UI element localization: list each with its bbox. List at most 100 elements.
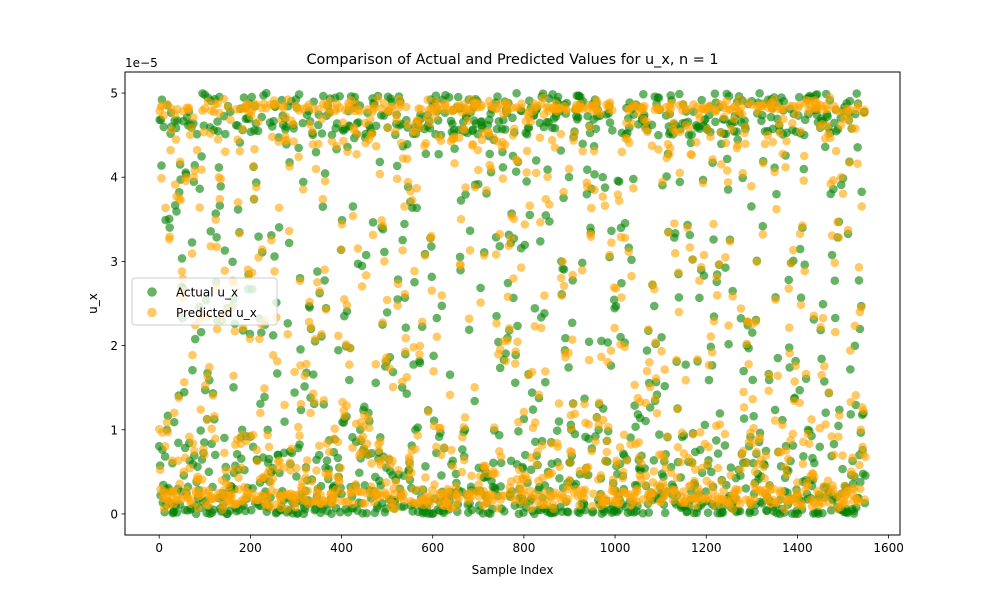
point-predicted xyxy=(501,356,510,366)
point-actual xyxy=(620,218,630,228)
point-actual xyxy=(495,241,505,251)
point-actual xyxy=(735,506,745,516)
point-predicted xyxy=(798,459,808,469)
point-predicted xyxy=(509,274,518,283)
point-predicted xyxy=(684,123,694,133)
point-actual xyxy=(726,463,736,472)
point-actual xyxy=(553,92,563,102)
point-predicted xyxy=(617,293,626,302)
point-actual xyxy=(434,149,443,159)
point-actual xyxy=(706,467,716,477)
chart-title: Comparison of Actual and Predicted Value… xyxy=(306,52,718,68)
point-predicted xyxy=(734,485,743,495)
point-predicted xyxy=(305,119,315,129)
point-predicted xyxy=(406,468,416,477)
point-actual xyxy=(713,449,723,458)
point-predicted xyxy=(645,382,655,392)
point-actual xyxy=(437,471,446,480)
point-actual xyxy=(450,144,459,153)
point-predicted xyxy=(307,476,317,486)
point-predicted xyxy=(303,456,312,465)
point-actual xyxy=(348,202,358,211)
point-predicted xyxy=(711,107,721,116)
point-predicted xyxy=(279,463,289,472)
point-actual xyxy=(298,118,308,128)
point-predicted xyxy=(308,127,317,136)
point-actual xyxy=(536,237,545,246)
point-predicted xyxy=(829,175,838,185)
point-actual xyxy=(768,124,778,134)
point-actual xyxy=(314,450,324,460)
point-actual xyxy=(522,177,531,186)
point-predicted xyxy=(681,375,691,385)
point-predicted xyxy=(215,194,225,204)
point-predicted xyxy=(778,114,788,124)
point-predicted xyxy=(290,367,299,377)
point-predicted xyxy=(589,146,599,156)
point-predicted xyxy=(208,391,218,400)
point-predicted xyxy=(343,147,352,156)
point-predicted xyxy=(629,183,638,193)
point-actual xyxy=(559,193,568,203)
point-predicted xyxy=(860,495,870,504)
point-actual xyxy=(228,257,237,267)
point-predicted xyxy=(313,139,323,149)
point-predicted xyxy=(854,498,863,507)
point-predicted xyxy=(519,407,529,417)
point-predicted xyxy=(165,232,174,241)
point-actual xyxy=(836,180,846,190)
point-predicted xyxy=(248,488,257,498)
point-predicted xyxy=(280,400,289,410)
point-actual xyxy=(196,426,205,435)
point-predicted xyxy=(830,258,840,268)
point-predicted xyxy=(393,279,403,289)
point-actual xyxy=(398,235,407,245)
point-predicted xyxy=(421,473,430,482)
point-predicted xyxy=(748,438,758,447)
point-predicted xyxy=(687,150,696,160)
point-predicted xyxy=(706,332,716,341)
point-predicted xyxy=(344,360,354,369)
point-actual xyxy=(762,506,772,516)
point-predicted xyxy=(598,192,608,201)
point-actual xyxy=(499,507,509,516)
point-predicted xyxy=(691,465,700,474)
point-predicted xyxy=(758,158,768,168)
x-axis-label: Sample Index xyxy=(472,563,554,577)
point-predicted xyxy=(160,442,170,451)
point-predicted xyxy=(551,488,560,498)
point-predicted xyxy=(213,135,223,144)
point-predicted xyxy=(595,109,605,118)
point-predicted xyxy=(809,311,819,321)
point-predicted xyxy=(378,221,388,231)
point-predicted xyxy=(683,223,692,233)
point-actual xyxy=(861,471,870,480)
point-predicted xyxy=(301,464,311,474)
point-predicted xyxy=(782,470,792,479)
point-actual xyxy=(196,327,206,337)
point-actual xyxy=(262,88,271,98)
point-actual xyxy=(213,126,223,136)
point-predicted xyxy=(763,131,773,140)
point-predicted xyxy=(396,138,406,148)
point-actual xyxy=(393,295,402,304)
point-predicted xyxy=(252,445,262,455)
point-predicted xyxy=(652,408,662,418)
point-predicted xyxy=(788,119,797,128)
point-predicted xyxy=(841,499,851,508)
point-predicted xyxy=(669,118,679,128)
point-actual xyxy=(687,130,696,140)
point-predicted xyxy=(641,471,651,480)
point-predicted xyxy=(771,295,780,304)
point-predicted xyxy=(429,367,438,376)
x-tick-label: 1000 xyxy=(600,541,631,555)
point-predicted xyxy=(321,305,331,314)
point-predicted xyxy=(534,390,544,400)
point-predicted xyxy=(738,168,748,178)
point-predicted xyxy=(270,267,279,276)
point-predicted xyxy=(827,231,837,240)
point-predicted xyxy=(620,233,630,243)
point-predicted xyxy=(630,380,639,390)
point-predicted xyxy=(683,105,693,114)
point-predicted xyxy=(704,360,714,370)
